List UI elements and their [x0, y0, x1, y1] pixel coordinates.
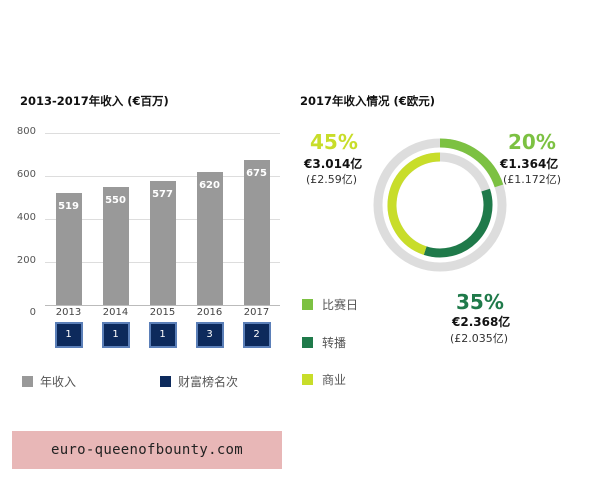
- rank-box: 1: [54, 322, 83, 348]
- bar-value-label: 577: [152, 188, 173, 200]
- bar-value-label: 675: [246, 167, 267, 179]
- y-tick-label: 600: [16, 169, 36, 180]
- legend-swatch-matchday: [302, 299, 313, 310]
- slice-label-broadcast-amount: €2.368亿: [452, 315, 511, 329]
- legend-swatch-revenue: [22, 376, 33, 387]
- x-tick-label: 2017: [243, 307, 270, 318]
- y-tick-label: 0: [29, 307, 36, 318]
- x-tick-label: 2015: [149, 307, 176, 318]
- slice-label-matchday-gbp: (£1.172亿): [503, 173, 562, 186]
- y-tick-label: 200: [16, 255, 36, 266]
- donut-slice-commercial: [387, 152, 441, 255]
- y-tick-label: 400: [16, 212, 36, 223]
- bar-value-label: 620: [199, 179, 220, 191]
- bar-value-label: 550: [105, 194, 126, 206]
- rank-box: 2: [242, 322, 271, 348]
- legend-label-rank: 财富榜名次: [178, 375, 239, 389]
- bar-2013: [55, 193, 82, 305]
- gridline: [45, 133, 280, 134]
- slice-label-broadcast-percent: 35%: [456, 290, 504, 314]
- gridline: [45, 176, 280, 177]
- legend-swatch-commercial: [302, 374, 313, 385]
- y-tick-label: 800: [16, 126, 36, 137]
- slice-label-matchday-amount: €1.364亿: [500, 157, 559, 171]
- slice-label-broadcast-gbp: (£2.035亿): [450, 332, 509, 345]
- legend-label-broadcast: 转播: [322, 336, 347, 350]
- rank-box: 1: [148, 322, 177, 348]
- rank-box: 1: [101, 322, 130, 348]
- x-tick-label: 2014: [102, 307, 129, 318]
- rank-box: 3: [195, 322, 224, 348]
- x-tick-label: 2016: [196, 307, 223, 318]
- bar-chart-title: 2013-2017年收入 (€百万): [20, 94, 169, 108]
- legend-swatch-rank: [160, 376, 171, 387]
- legend-label-revenue: 年收入: [40, 375, 77, 389]
- legend-label-matchday: 比赛日: [322, 298, 359, 312]
- x-tick-label: 2013: [55, 307, 82, 318]
- watermark-banner: euro-queenofbounty.com: [12, 431, 282, 469]
- donut-chart-title: 2017年收入情况 (€欧元): [300, 94, 436, 108]
- slice-label-matchday-percent: 20%: [508, 130, 556, 154]
- slice-label-commercial-gbp: (£2.59亿): [306, 173, 358, 186]
- bar-chart: 0 200 400 600 800 519 2013 1 550 2014 1 577 2015 1 620…: [0, 0, 300, 420]
- bar-2017: [243, 159, 270, 305]
- donut-slice-broadcast: [423, 188, 493, 258]
- bar-2015: [149, 180, 176, 305]
- gridline: [45, 305, 280, 306]
- slice-label-commercial-percent: 45%: [310, 130, 358, 154]
- bar-2014: [102, 186, 129, 305]
- legend-swatch-broadcast: [302, 337, 313, 348]
- slice-label-commercial-amount: €3.014亿: [304, 157, 363, 171]
- bar-value-label: 519: [58, 201, 79, 213]
- bar-2016: [196, 171, 223, 305]
- donut-chart: [373, 138, 507, 272]
- donut-slice-matchday: [439, 138, 504, 188]
- legend-label-commercial: 商业: [322, 373, 347, 387]
